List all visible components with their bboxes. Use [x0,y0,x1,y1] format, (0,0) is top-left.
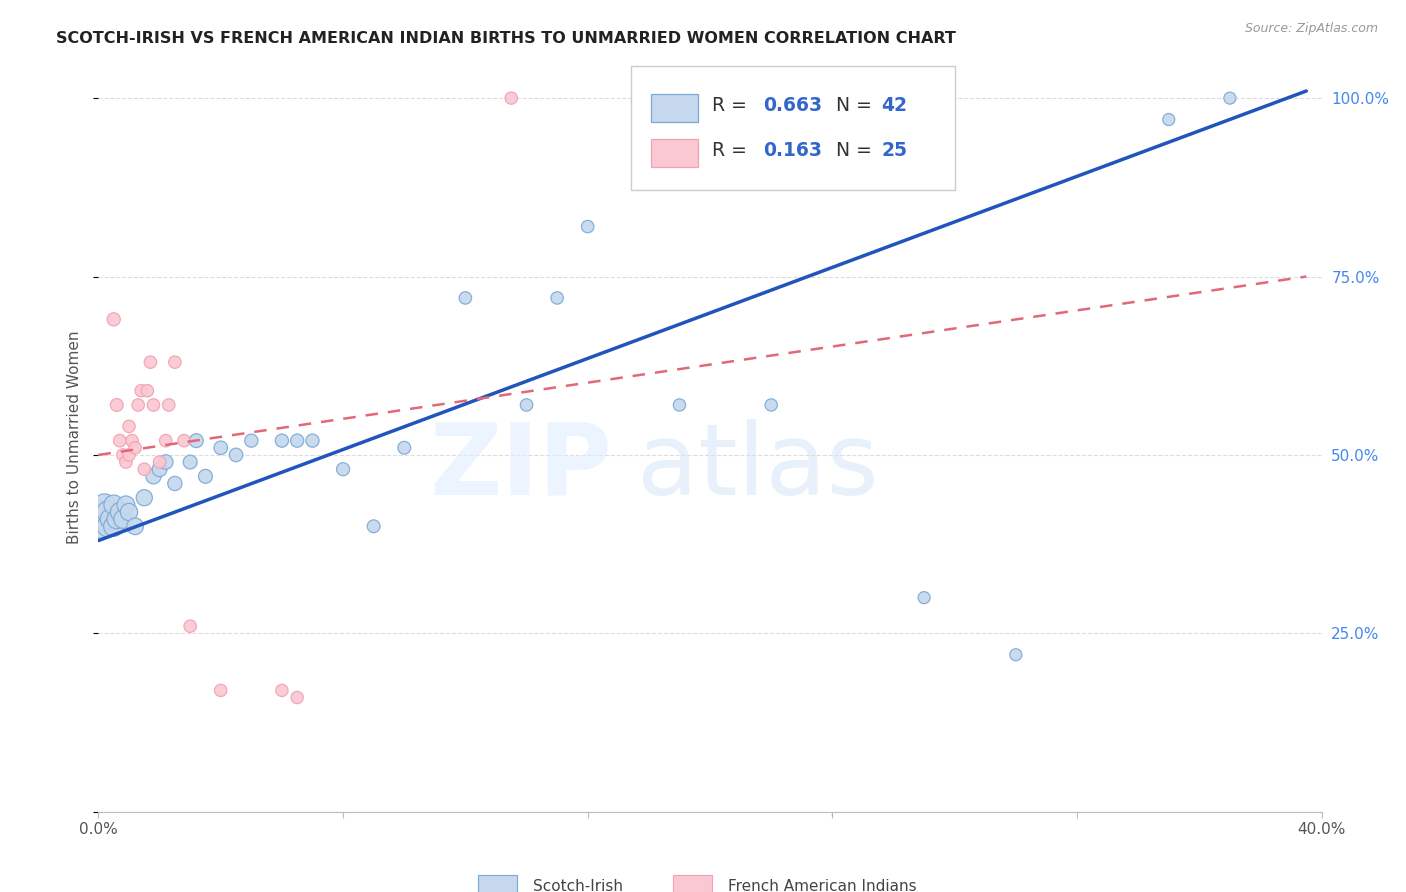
Point [105,398,128,412]
Point [285,690,308,705]
Point [363,519,385,533]
Point [103,498,125,512]
Point [155,434,177,448]
Point [332,462,354,476]
FancyBboxPatch shape [651,94,697,122]
Point [163,355,186,369]
FancyBboxPatch shape [478,875,517,892]
Text: Scotch-Irish: Scotch-Irish [533,880,623,892]
Point [149,462,172,476]
Point [134,462,156,476]
Point [100,512,122,526]
FancyBboxPatch shape [651,139,697,168]
Point [97,519,120,533]
Point [142,469,165,483]
Point [118,505,141,519]
Point [209,441,232,455]
Text: SCOTCH-IRISH VS FRENCH AMERICAN INDIAN BIRTHS TO UNMARRIED WOMEN CORRELATION CHA: SCOTCH-IRISH VS FRENCH AMERICAN INDIAN B… [56,31,956,46]
Point [121,434,143,448]
Point [115,455,138,469]
Y-axis label: Births to Unmarried Women: Births to Unmarried Women [67,330,83,544]
Text: 42: 42 [882,96,907,115]
Text: N =: N = [837,141,872,161]
Text: R =: R = [713,141,748,161]
Point [194,469,217,483]
Point [301,434,323,448]
Point [270,683,292,698]
Point [173,434,195,448]
Point [111,448,134,462]
Point [1004,648,1026,662]
Point [134,491,156,505]
Point [124,519,146,533]
Text: Source: ZipAtlas.com: Source: ZipAtlas.com [1244,22,1378,36]
Text: 0.663: 0.663 [762,96,821,115]
Point [93,512,115,526]
Point [240,434,263,448]
Point [576,219,599,234]
Point [118,419,141,434]
Text: 0.163: 0.163 [762,141,821,161]
Point [1157,112,1180,127]
Point [136,384,159,398]
Point [90,519,112,533]
Text: R =: R = [713,96,748,115]
Point [1219,91,1241,105]
Point [93,498,115,512]
Text: 25: 25 [882,141,907,161]
Point [759,398,782,412]
Text: atlas: atlas [637,418,879,516]
Point [225,448,247,462]
Point [118,448,141,462]
Point [155,455,177,469]
Point [209,683,232,698]
Point [668,398,690,412]
Point [270,434,292,448]
Point [157,398,180,412]
Point [516,398,538,412]
Point [103,519,125,533]
Point [179,455,201,469]
Point [124,441,146,455]
Point [111,512,134,526]
Text: French American Indians: French American Indians [728,880,917,892]
Point [139,355,162,369]
Point [912,591,935,605]
Point [90,505,112,519]
Point [501,91,523,105]
Point [454,291,477,305]
Point [115,498,138,512]
Point [142,398,165,412]
Text: N =: N = [837,96,872,115]
FancyBboxPatch shape [630,66,955,190]
Point [108,505,131,519]
Point [179,619,201,633]
Point [97,505,120,519]
Point [285,434,308,448]
Point [108,434,131,448]
Point [163,476,186,491]
Point [103,312,125,326]
Point [186,434,208,448]
Point [392,441,416,455]
Point [546,291,568,305]
Text: ZIP: ZIP [429,418,612,516]
Point [149,455,172,469]
Point [105,512,128,526]
Point [129,384,152,398]
Point [127,398,149,412]
FancyBboxPatch shape [673,875,713,892]
